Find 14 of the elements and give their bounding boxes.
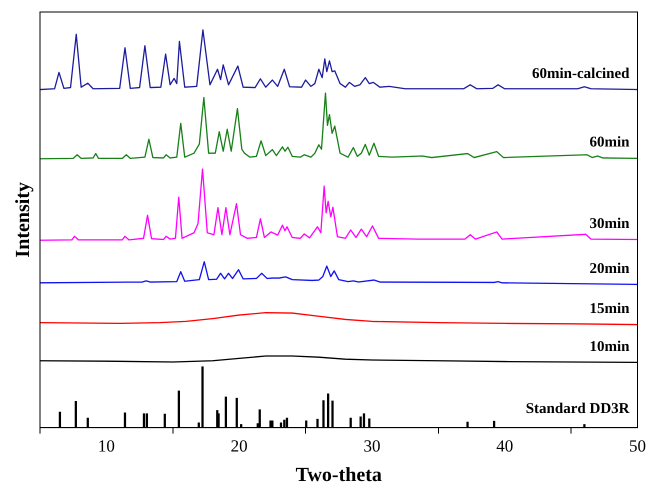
series-label: Standard DD3R xyxy=(526,400,630,417)
x-tick-label: 30 xyxy=(363,436,380,456)
series-label: 20min xyxy=(589,260,630,277)
x-tick-label: 40 xyxy=(496,436,514,456)
y-axis-title: Intensity xyxy=(12,182,34,258)
series-label: 10min xyxy=(589,338,630,355)
series-label: 30min xyxy=(589,216,630,232)
x-axis-title: Two-theta xyxy=(296,464,382,486)
x-tick-label: 20 xyxy=(230,436,248,456)
series-label: 60min-calcined xyxy=(532,66,630,82)
x-tick-label: 10 xyxy=(98,436,115,456)
x-tick-label: 50 xyxy=(629,436,646,456)
series-label: 60min xyxy=(589,134,630,151)
series-label: 15min xyxy=(589,300,630,317)
